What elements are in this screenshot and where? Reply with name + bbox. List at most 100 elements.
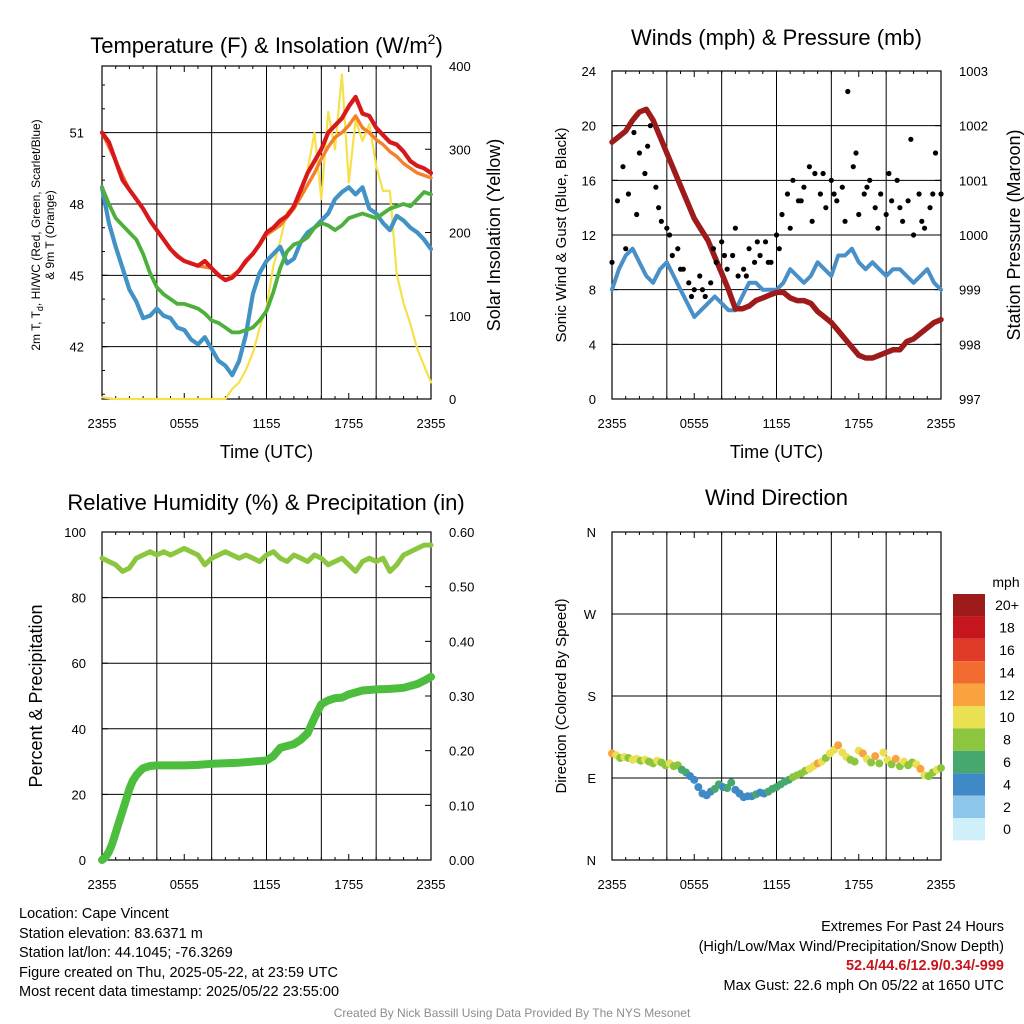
direction-point	[834, 741, 843, 750]
gust-point	[645, 143, 651, 149]
gust-point	[625, 191, 632, 197]
y2-axis-label: Station Pressure (Maroon)	[1004, 129, 1024, 340]
gust-point	[806, 164, 813, 170]
x-tick-label: 1755	[334, 877, 363, 892]
x-tick-label: 1155	[763, 416, 791, 431]
y-tick-label: W	[584, 607, 597, 622]
gust-point	[878, 191, 884, 197]
legend-swatch	[953, 594, 985, 617]
gust-point	[713, 259, 719, 265]
gust-point	[927, 205, 933, 211]
legend-label: 10	[999, 709, 1015, 725]
direction-point	[727, 778, 736, 787]
y2-tick-label: 200	[449, 226, 471, 241]
panel-2: 2355 0555 1155 1755 2355 Winds (mph) & Pressu…	[553, 25, 1024, 462]
gust-point	[867, 177, 873, 183]
y-tick-label: 40	[72, 722, 86, 737]
y-axis-label: Percent & Precipitation	[26, 604, 46, 787]
gust-point	[938, 191, 944, 197]
y-tick-label: 0	[589, 392, 596, 407]
gust-point	[735, 273, 741, 279]
gust-point	[699, 287, 706, 293]
panel-title: Winds (mph) & Pressure (mb)	[631, 25, 922, 50]
y2-tick-label: 0.60	[449, 525, 474, 540]
extremes-values: 52.4/44.6/12.9/0.34/-999	[845, 958, 1004, 974]
panel-1: 2355 0555 1155 1755 2355 Temperature (F) & In…	[29, 31, 504, 462]
elevation-text: Station elevation: 83.6371 m	[19, 925, 203, 942]
legend-swatch	[953, 728, 985, 751]
gust-point	[779, 211, 785, 218]
legend-label: 12	[999, 687, 1015, 703]
gust-point	[636, 150, 643, 156]
speed-legend: mph 20+ 18 16 14 12 10 8 6 4 2 0	[953, 574, 1020, 841]
legend-swatch	[953, 818, 985, 841]
legend-label: 4	[1003, 776, 1011, 792]
gust-point	[790, 177, 796, 183]
gust-point	[721, 252, 728, 259]
gust-point	[751, 259, 758, 265]
legend-label: 2	[1003, 799, 1011, 815]
gust-point	[812, 170, 818, 177]
gust-point	[743, 273, 749, 279]
legend-label: 16	[999, 642, 1015, 658]
direction-point	[694, 783, 703, 792]
gust-point	[910, 232, 917, 238]
legend-swatch	[953, 616, 985, 639]
y-axis-label-line2: & 9m T (Orange)	[43, 190, 57, 280]
y2-axis-label: Solar Insolation (Yellow)	[484, 139, 504, 331]
gust-point	[820, 170, 826, 177]
y2-tick-label: 0.20	[449, 744, 474, 759]
precip-line	[98, 672, 435, 864]
y-axis-label: Direction (Colored By Speed)	[553, 598, 570, 793]
direction-point	[723, 784, 732, 793]
y-tick-label: 48	[70, 197, 84, 212]
gust-point	[889, 198, 895, 204]
gust-point	[623, 246, 629, 252]
x-tick-label: 1155	[763, 877, 791, 892]
x-tick-label: 2355	[927, 877, 956, 892]
gust-point	[708, 280, 714, 286]
gust-point	[801, 184, 807, 190]
gust-point	[886, 170, 892, 177]
gust-point	[864, 184, 870, 190]
y2-tick-label: 998	[959, 337, 981, 352]
gust-point	[658, 218, 664, 224]
gust-point	[762, 239, 769, 245]
direction-point	[937, 763, 945, 772]
gust-point	[754, 239, 760, 245]
direction-point	[879, 748, 888, 757]
gust-point	[853, 150, 859, 156]
created-text: Figure created on Thu, 2025-05-22, at 23…	[19, 964, 338, 981]
pressure-line	[609, 106, 944, 361]
gust-point	[861, 191, 867, 197]
gust-point	[647, 123, 653, 129]
y-tick-label: 20	[582, 119, 596, 134]
legend-label: 18	[999, 620, 1015, 636]
y-tick-label: 20	[72, 787, 86, 802]
y-axis-label-line1: 2m T, Td, HI/WC (Red, Green, Scarlet/Blu…	[29, 119, 45, 350]
station-info: Location: Cape Vincent Station elevation…	[19, 905, 339, 1003]
gust-point	[875, 225, 881, 231]
panel-title: Wind Direction	[705, 485, 848, 510]
y-label-part: 2m T, T	[29, 310, 43, 350]
x-tick-label: 2355	[598, 416, 627, 431]
extremes-title: Extremes For Past 24 Hours	[821, 919, 1004, 935]
y-tick-label: 42	[70, 340, 84, 355]
title-main: Temperature (F) & Insolation (W/m	[90, 33, 427, 58]
gust-point	[730, 252, 736, 259]
y2-tick-label: 0.40	[449, 634, 474, 649]
x-tick-label: 1155	[253, 877, 281, 892]
gust-point	[664, 225, 670, 231]
x-tick-label: 0555	[170, 877, 199, 892]
gust-point	[634, 211, 640, 218]
direction-point	[891, 754, 900, 763]
gust-point	[614, 198, 621, 204]
x-tick-label: 1755	[844, 877, 873, 892]
y2-tick-label: 1000	[959, 228, 988, 243]
gust-point	[921, 225, 928, 231]
y2-tick-label: 400	[449, 59, 471, 74]
panel-title: Temperature (F) & Insolation (W/m2)	[90, 31, 443, 58]
gust-point	[900, 218, 906, 224]
humidity-line	[99, 542, 434, 574]
direction-point	[690, 775, 699, 784]
